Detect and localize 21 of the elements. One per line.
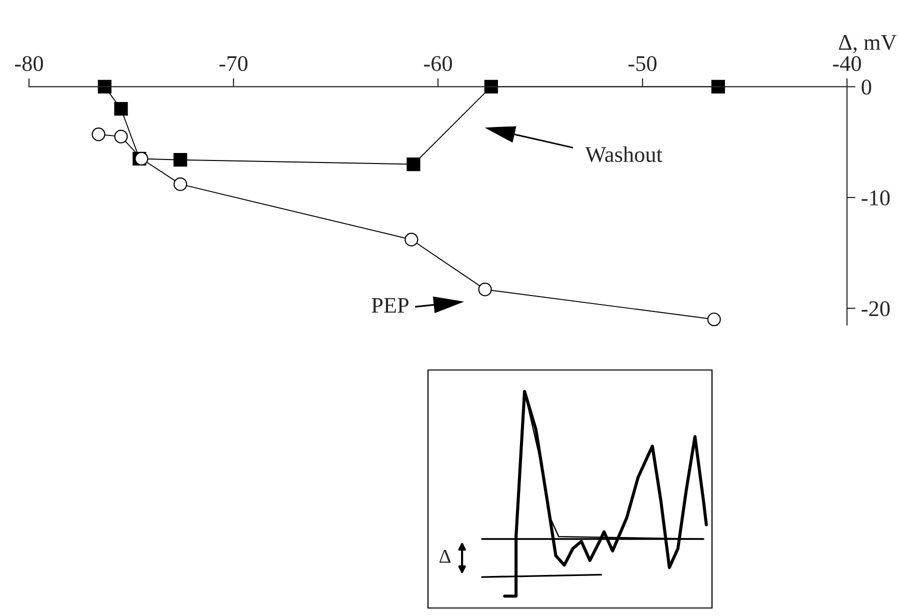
x-tick-label: -40 xyxy=(833,56,861,72)
x-tick-label: -60 xyxy=(424,56,452,72)
x-tick-label: -70 xyxy=(220,56,248,72)
x-tick-label: -50 xyxy=(628,56,656,72)
y-tick-label: -10 xyxy=(862,190,890,206)
point xyxy=(707,312,721,326)
point xyxy=(114,130,128,144)
point xyxy=(92,128,106,142)
point xyxy=(174,177,188,192)
point xyxy=(114,102,128,116)
x-tick-label: -80 xyxy=(15,56,43,72)
y-axis-title: Δ, mV xyxy=(838,35,897,54)
point xyxy=(478,282,492,296)
y-tick-label: -20 xyxy=(862,301,890,316)
annotation: PEP xyxy=(372,298,408,313)
y-tick-label: 0 xyxy=(862,80,872,95)
point xyxy=(404,232,418,246)
point xyxy=(174,153,188,167)
point xyxy=(406,157,420,172)
annotation: Washout xyxy=(585,146,662,162)
text: Δ xyxy=(440,550,451,563)
